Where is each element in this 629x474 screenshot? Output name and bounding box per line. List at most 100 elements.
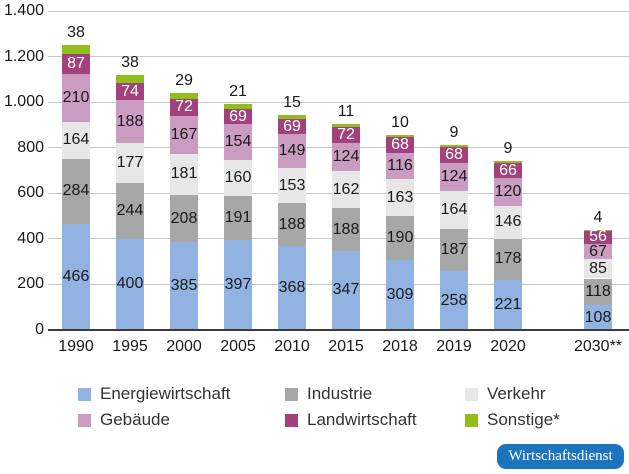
- value-label: 21: [229, 82, 247, 100]
- y-tick-label: 400: [17, 229, 44, 247]
- value-label: 87: [67, 54, 85, 72]
- value-label: 9: [503, 140, 513, 158]
- value-label: 153: [278, 176, 306, 194]
- value-label: 164: [62, 131, 90, 149]
- value-label: 124: [332, 148, 360, 166]
- value-label: 244: [116, 202, 144, 220]
- gridline: [48, 10, 629, 12]
- bar-segment-sonstige: [278, 115, 306, 119]
- value-label: 154: [224, 133, 252, 151]
- bar-segment-sonstige: [62, 45, 90, 55]
- legend-swatch: [465, 387, 478, 401]
- bar-segment-landwirtschaft: [440, 147, 468, 163]
- bar-segment-verkehr: [116, 142, 144, 184]
- bar-segment-sonstige: [494, 161, 522, 164]
- value-label: 118: [585, 282, 611, 300]
- value-label: 466: [62, 267, 90, 285]
- legend-label: Landwirtschaft: [307, 410, 417, 429]
- value-label: 38: [121, 53, 139, 71]
- bar-segment-landwirtschaft: [116, 83, 144, 101]
- value-label: 210: [62, 88, 90, 106]
- y-tick-label: 1.400: [3, 2, 44, 19]
- y-tick-label: 0: [35, 321, 44, 338]
- value-label: 68: [445, 146, 463, 164]
- value-label: 146: [494, 213, 522, 231]
- value-label: 4: [593, 209, 603, 227]
- bar-segment-industrie: [494, 239, 522, 280]
- value-label: 69: [229, 107, 247, 125]
- legend-label: Energiewirtschaft: [100, 384, 231, 403]
- bar-segment-sonstige: [170, 92, 198, 100]
- value-label: 284: [62, 182, 90, 200]
- value-label: 66: [499, 161, 517, 179]
- value-label: 160: [224, 168, 252, 186]
- legend-item-sonstige: Sonstige*: [465, 410, 560, 429]
- legend-swatch: [78, 413, 91, 427]
- legend-swatch: [465, 413, 478, 427]
- bar-segment-sonstige: [224, 103, 252, 109]
- value-label: 221: [494, 295, 522, 313]
- bar-segment-energiewirtschaft: [332, 250, 360, 330]
- legend-item-industrie: Industrie: [285, 384, 372, 403]
- legend-label: Sonstige*: [487, 410, 560, 429]
- x-axis-line: [48, 329, 629, 331]
- bar-segment-energiewirtschaft: [278, 246, 306, 330]
- bar-segment-energiewirtschaft: [494, 279, 522, 330]
- bar-segment-gebude: [224, 124, 252, 160]
- bar-segment-energiewirtschaft: [116, 238, 144, 330]
- bar-segment-verkehr: [224, 159, 252, 197]
- bar-segment-verkehr: [440, 191, 468, 229]
- y-tick-label: 600: [17, 184, 44, 202]
- bar-segment-energiewirtschaft: [224, 239, 252, 330]
- legend-swatch: [285, 387, 298, 401]
- bar-segment-landwirtschaft: [494, 163, 522, 179]
- x-tick-label: 2005: [220, 338, 256, 355]
- bar-segment-gebude: [170, 115, 198, 154]
- bar-segment-verkehr: [332, 171, 360, 209]
- value-label: 72: [175, 98, 193, 116]
- bar-segment-verkehr: [584, 259, 612, 279]
- bar-segment-verkehr: [386, 179, 414, 217]
- value-label: 85: [589, 259, 607, 277]
- value-label: 208: [170, 209, 198, 227]
- bar-segment-gebude: [584, 243, 612, 260]
- value-label: 69: [283, 117, 301, 135]
- bar-segment-industrie: [440, 228, 468, 272]
- bar-segment-industrie: [278, 203, 306, 247]
- bar-segment-landwirtschaft: [386, 137, 414, 153]
- value-label: 347: [332, 281, 360, 299]
- bar-segment-sonstige: [116, 74, 144, 84]
- wirtschaftsdienst-badge: Wirtschaftsdienst: [497, 444, 624, 469]
- value-label: 108: [584, 308, 612, 326]
- value-label: 181: [170, 165, 198, 183]
- bar-segment-verkehr: [62, 121, 90, 160]
- bar-segment-energiewirtschaft: [386, 259, 414, 330]
- value-label: 178: [494, 250, 522, 268]
- bar-segment-sonstige: [386, 134, 414, 138]
- value-label: 10: [391, 113, 409, 131]
- bar-segment-industrie: [116, 183, 144, 239]
- value-label: 56: [589, 228, 607, 246]
- legend-label: Verkehr: [487, 384, 546, 403]
- value-label: 400: [116, 275, 144, 293]
- value-label: 72: [337, 125, 355, 143]
- bar-segment-industrie: [584, 278, 612, 306]
- bar-segment-gebude: [386, 152, 414, 180]
- value-label: 68: [391, 135, 409, 153]
- y-tick-label: 200: [17, 275, 44, 293]
- bar-segment-gebude: [440, 162, 468, 192]
- x-tick-label: 2015: [328, 338, 364, 355]
- legend-item-verkehr: Verkehr: [465, 384, 546, 403]
- value-label: 67: [589, 242, 607, 260]
- bar-segment-gebude: [62, 73, 90, 122]
- bar-segment-energiewirtschaft: [170, 242, 198, 330]
- bar-segment-energiewirtschaft: [62, 223, 90, 330]
- bar-segment-landwirtschaft: [224, 108, 252, 125]
- value-label: 29: [175, 71, 193, 89]
- value-label: 164: [440, 200, 468, 218]
- x-tick-label: 2030**: [573, 338, 623, 355]
- x-tick-label: 2000: [166, 338, 202, 355]
- value-label: 190: [386, 228, 414, 246]
- bar-segment-verkehr: [494, 205, 522, 240]
- bar-segment-landwirtschaft: [584, 231, 612, 244]
